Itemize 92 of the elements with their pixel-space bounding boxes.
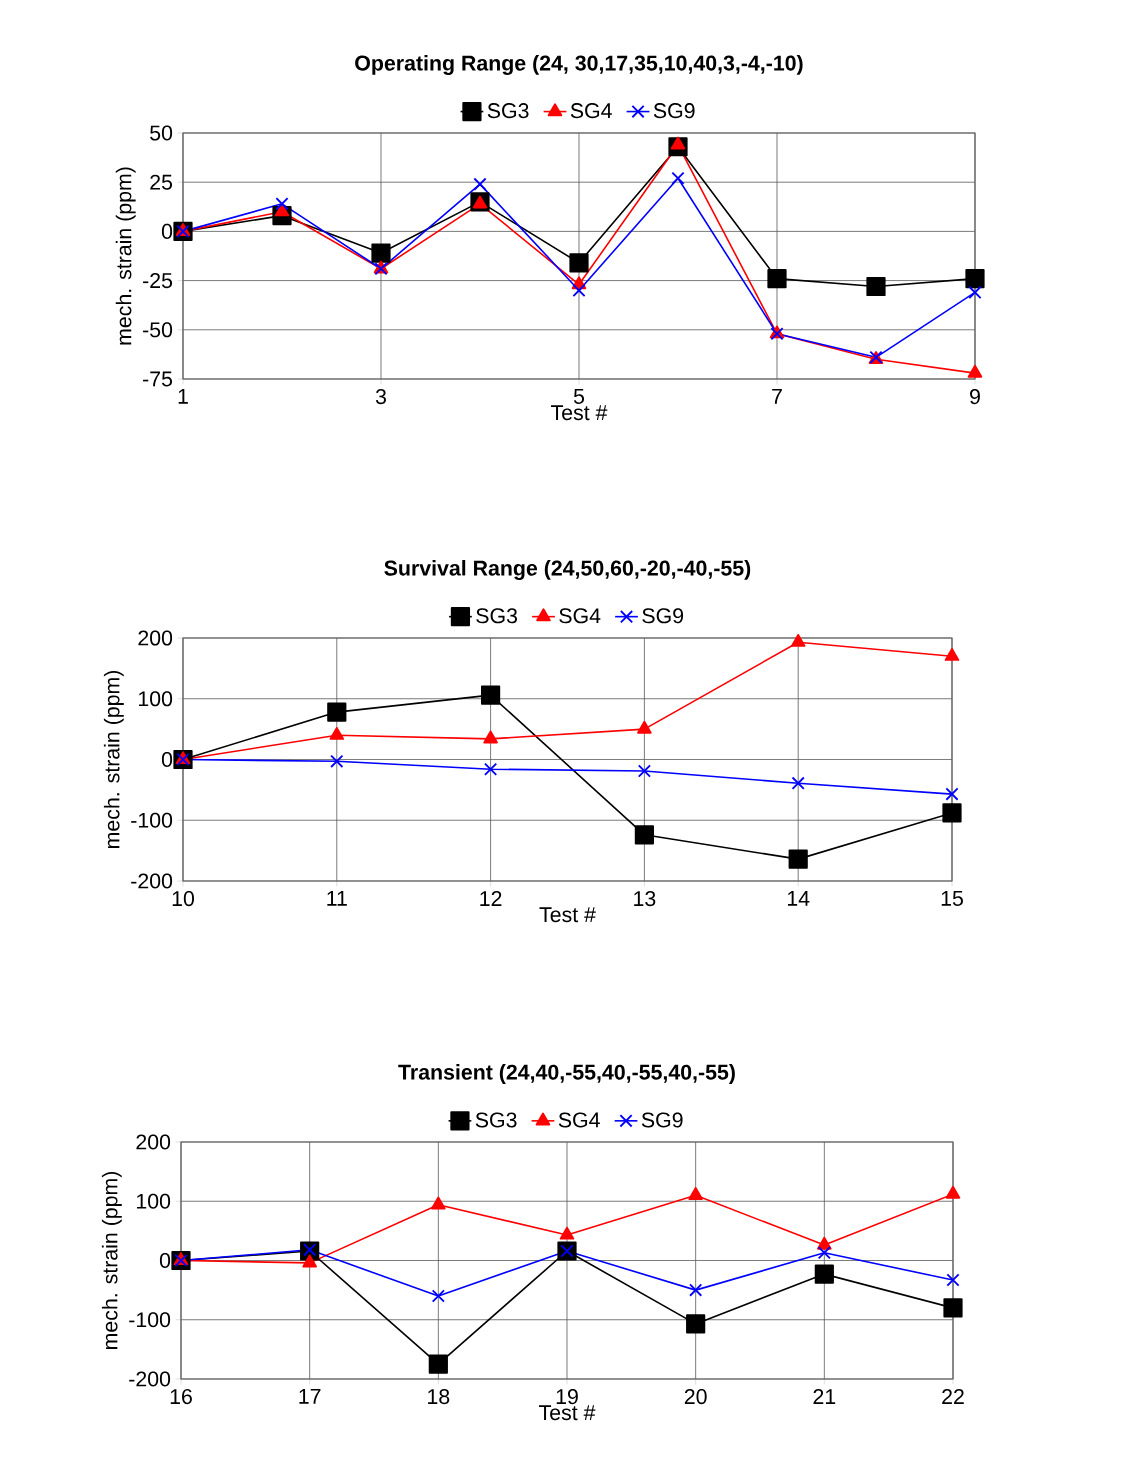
point [814,1264,834,1284]
y-tick-label: 50 [150,125,173,141]
x-tick-label: 5 [573,389,585,404]
point [431,1196,446,1210]
x-tick-label: 19 [556,1389,578,1405]
point [945,1185,961,1199]
y-tick-label: 200 [138,630,173,646]
chart-title: Survival Range (24,50,60,-20,-40,-55) [384,559,751,580]
point [943,1298,963,1318]
x-axis-title: Test # [539,1405,596,1421]
point [569,253,589,273]
point [483,730,498,744]
y-tick-label: 25 [150,174,173,190]
point [329,726,345,740]
legend-label: SG4 [559,608,601,624]
y-tick-label: -200 [131,873,173,889]
x-axis-title: Test # [539,907,596,923]
x-tick-label: 15 [941,891,963,906]
point [817,1246,831,1260]
point [302,1254,317,1268]
legend-label: SG9 [642,608,684,624]
legend-label: SG9 [653,103,695,119]
point [946,1273,960,1287]
y-tick-label: 0 [161,751,173,768]
y-axis-title: mech. strain (ppm) [103,670,124,848]
x-tick-label: 7 [772,389,782,404]
point [371,243,391,263]
legend-label: SG3 [475,1112,517,1128]
point [967,364,983,378]
point [634,825,654,845]
legend-label: SG4 [570,103,612,119]
y-tick-label: -25 [143,273,173,289]
y-tick-label: -100 [129,1312,171,1328]
point [637,720,652,734]
point [428,1354,448,1374]
point [767,269,787,289]
y-axis-title: mech. strain (ppm) [115,167,136,345]
point [689,1283,703,1297]
x-axis-title: Test # [551,405,608,421]
point [686,1314,706,1334]
x-tick-label: 18 [428,1389,450,1405]
y-tick-label: -75 [143,371,173,387]
point [480,685,501,705]
x-tick-label: 20 [684,1389,707,1405]
point [637,764,651,778]
point [484,762,498,776]
point [559,1226,575,1240]
point [330,754,344,768]
y-tick-label: -50 [143,322,173,338]
y-axis-title: mech. strain (ppm) [101,1171,122,1349]
x-tick-label: 21 [813,1389,836,1404]
x-tick-label: 3 [375,389,386,405]
point [965,269,985,289]
x-tick-label: 16 [170,1389,192,1405]
legend-label: SG4 [558,1112,600,1128]
point [942,803,962,823]
legend-label: SG3 [476,608,518,624]
y-tick-label: 200 [136,1134,171,1150]
x-tick-label: 1 [178,389,188,404]
point [945,787,959,801]
point [473,177,487,191]
x-tick-label: 14 [787,891,810,906]
x-tick-label: 10 [172,891,195,907]
x-tick-label: 11 [327,891,347,906]
legend-label: SG9 [641,1112,683,1128]
y-tick-label: -100 [131,812,173,828]
point [791,776,805,790]
x-tick-label: 12 [480,891,502,906]
chart-title: Transient (24,40,-55,40,-55,40,-55) [398,1064,735,1084]
point [670,136,686,150]
y-tick-label: 100 [136,1193,171,1209]
y-tick-label: 100 [138,691,173,707]
legend-label: SG3 [487,103,529,119]
point [431,1289,445,1303]
point [790,633,806,647]
point [688,1187,703,1200]
x-tick-label: 9 [970,389,980,405]
x-tick-label: 17 [299,1389,321,1404]
point [944,647,960,661]
point [327,702,347,722]
point [866,276,886,297]
y-tick-label: 0 [159,1252,171,1269]
y-tick-label: 0 [161,223,173,239]
point [788,849,808,869]
point [572,283,586,298]
point [968,285,982,299]
chart-title: Operating Range (24, 30,17,35,10,40,3,-4,-10) [355,54,803,75]
y-tick-label: -200 [129,1371,171,1387]
x-tick-label: 22 [942,1389,964,1404]
point [671,171,685,185]
x-tick-label: 13 [634,891,656,907]
point [275,197,289,211]
